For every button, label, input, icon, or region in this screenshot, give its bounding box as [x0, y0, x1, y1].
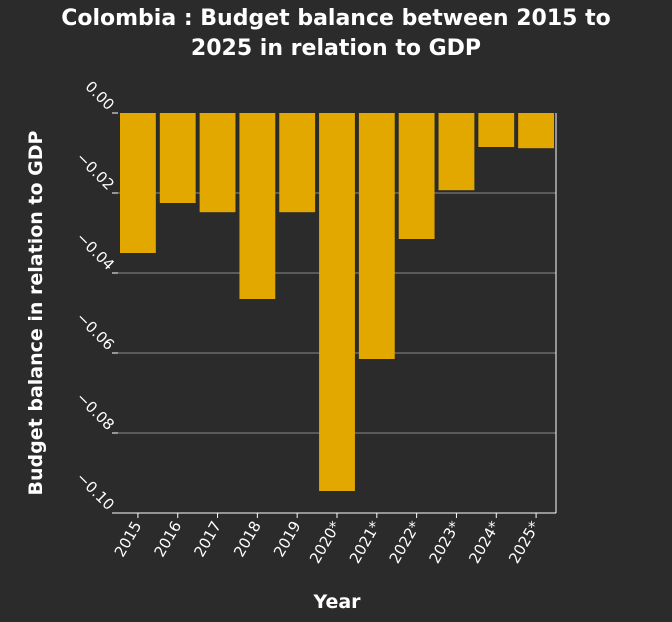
chart-title-line-1: Colombia : Budget balance between 2015 t…	[61, 6, 611, 31]
y-tick-label: −0.10	[73, 469, 118, 514]
y-tick-label: −0.04	[73, 229, 118, 274]
y-tick-label: −0.02	[73, 149, 118, 194]
bar-2019	[279, 113, 316, 213]
chart-title: Colombia : Budget balance between 2015 t…	[0, 4, 672, 64]
x-tick-label: 2017	[190, 518, 225, 560]
bar-2016	[159, 113, 196, 203]
bar-2018	[239, 113, 276, 299]
bar-2015	[119, 113, 156, 253]
x-tick-label: 2015	[111, 518, 146, 560]
bar-2021*	[358, 113, 395, 359]
bar-2020*	[319, 113, 355, 491]
bar-2023*	[438, 113, 475, 191]
bar-2025*	[518, 113, 555, 149]
x-tick-label: 2021*	[346, 518, 385, 567]
x-tick-label: 2019	[270, 518, 305, 560]
x-tick-label: 2018	[230, 518, 265, 560]
y-tick-label: −0.06	[73, 309, 118, 354]
x-tick-label: 2024*	[465, 518, 504, 567]
bar-2022*	[398, 113, 435, 239]
y-tick-label: −0.08	[73, 389, 118, 434]
bar-2024*	[478, 113, 515, 147]
y-tick-label: 0.00	[82, 77, 118, 113]
x-tick-label: 2022*	[386, 518, 425, 567]
x-tick-label: 2025*	[505, 518, 544, 567]
x-tick-label: 2023*	[425, 518, 464, 567]
x-tick-label: 2020*	[306, 518, 345, 567]
bar-2017	[199, 113, 236, 213]
chart-title-line-2: 2025 in relation to GDP	[190, 36, 482, 61]
x-axis-label: Year	[312, 591, 361, 613]
y-axis-label: Budget balance in relation to GDP	[25, 130, 47, 495]
x-tick-label: 2016	[151, 518, 186, 560]
